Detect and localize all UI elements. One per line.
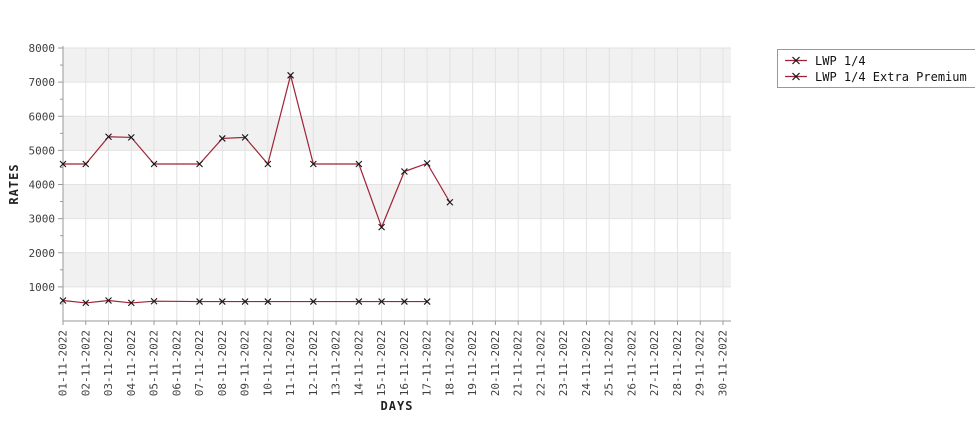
- x-tick-label: 29-11-2022: [694, 330, 707, 396]
- point-marker: [82, 299, 90, 307]
- x-tick-label: 08-11-2022: [216, 330, 229, 396]
- legend-item-lwp: LWP 1/4: [784, 53, 967, 68]
- x-tick-label: 11-11-2022: [284, 330, 297, 396]
- x-tick-label: 21-11-2022: [512, 330, 525, 396]
- point-marker: [105, 297, 112, 304]
- x-tick-label: 18-11-2022: [443, 330, 456, 396]
- point-marker: [264, 298, 272, 305]
- x-tick-label: 12-11-2022: [307, 330, 320, 396]
- x-tick-label: 09-11-2022: [239, 330, 252, 396]
- plot-band: [63, 48, 731, 83]
- line-x-marker-icon: [785, 72, 807, 81]
- legend-item-lwp-extra-premium: LWP 1/4 Extra Premium: [784, 69, 967, 84]
- point-marker: [287, 71, 294, 79]
- x-tick-label: 25-11-2022: [603, 330, 616, 396]
- point-marker: [400, 168, 408, 175]
- plot-band: [63, 116, 731, 151]
- point-marker: [241, 298, 249, 305]
- legend-label: LWP 1/4: [815, 53, 866, 68]
- x-tick-label: 28-11-2022: [671, 330, 684, 396]
- plot-band: [63, 252, 731, 287]
- x-tick-label: 27-11-2022: [648, 330, 661, 396]
- x-tick-label: 20-11-2022: [489, 330, 502, 396]
- legend: LWP 1/4 LWP 1/4 Extra Premium: [777, 49, 975, 88]
- point-marker: [355, 298, 363, 305]
- series-line-1: [62, 299, 428, 304]
- x-tick-label: 15-11-2022: [375, 330, 388, 396]
- point-marker: [218, 135, 226, 142]
- y-tick-label: 1000: [29, 281, 56, 294]
- point-marker: [423, 298, 431, 305]
- point-marker: [105, 133, 112, 141]
- point-marker: [423, 159, 431, 167]
- x-tick-label: 02-11-2022: [79, 330, 92, 396]
- point-marker: [196, 160, 203, 168]
- point-marker: [241, 134, 249, 141]
- x-tick-label: 26-11-2022: [625, 330, 638, 396]
- point-marker: [150, 160, 158, 168]
- x-tick-label: 17-11-2022: [421, 330, 434, 396]
- x-tick-label: 10-11-2022: [261, 330, 274, 396]
- y-tick-label: 3000: [29, 213, 56, 226]
- point-marker: [127, 299, 135, 307]
- x-tick-label: 19-11-2022: [466, 330, 479, 396]
- point-marker: [82, 160, 90, 168]
- legend-label: LWP 1/4 Extra Premium: [815, 69, 967, 84]
- x-tick-label: 30-11-2022: [717, 330, 730, 396]
- series-line-0: [63, 75, 451, 229]
- x-tick-label: 01-11-2022: [57, 330, 70, 396]
- y-tick-label: 5000: [29, 144, 56, 157]
- x-tick-label: 13-11-2022: [330, 330, 343, 396]
- y-tick-label: 8000: [29, 42, 56, 55]
- point-marker: [446, 198, 454, 206]
- x-tick-label: 03-11-2022: [102, 330, 115, 396]
- point-marker: [355, 160, 363, 168]
- x-tick-label: 04-11-2022: [125, 330, 138, 396]
- point-marker: [309, 160, 317, 168]
- point-marker: [59, 160, 67, 168]
- point-marker: [196, 298, 203, 305]
- x-tick-label: 23-11-2022: [557, 330, 570, 396]
- y-tick-label: 6000: [29, 110, 56, 123]
- point-marker: [378, 223, 386, 231]
- point-marker: [264, 160, 272, 168]
- y-tick-label: 2000: [29, 247, 56, 260]
- x-tick-label: 05-11-2022: [148, 330, 161, 396]
- point-marker: [378, 298, 386, 305]
- point-marker: [150, 297, 158, 305]
- line-x-marker-icon: [785, 56, 807, 65]
- point-marker: [400, 298, 408, 305]
- x-tick-label: 22-11-2022: [534, 330, 547, 396]
- x-tick-label: 07-11-2022: [193, 330, 206, 396]
- point-marker: [59, 297, 67, 304]
- x-tick-label: 06-11-2022: [170, 330, 183, 396]
- y-tick-label: 7000: [29, 76, 56, 89]
- point-marker: [218, 298, 226, 305]
- x-tick-label: 24-11-2022: [580, 330, 593, 396]
- x-tick-label: 14-11-2022: [352, 330, 365, 396]
- point-marker: [309, 298, 317, 305]
- point-marker: [127, 134, 135, 141]
- y-tick-label: 4000: [29, 179, 56, 192]
- y-axis-title: RATES: [7, 163, 21, 205]
- x-axis-title: DAYS: [380, 399, 414, 413]
- x-tick-label: 16-11-2022: [398, 330, 411, 396]
